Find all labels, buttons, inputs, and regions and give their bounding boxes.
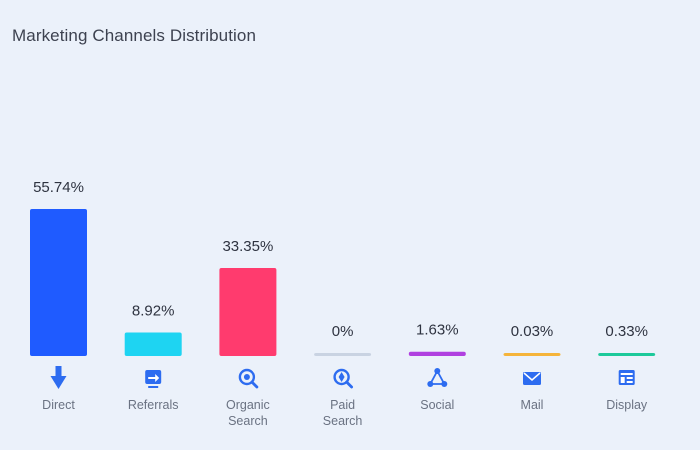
value-label: 0.33% bbox=[605, 323, 648, 340]
bar-direct bbox=[30, 209, 87, 356]
chart-title: Marketing Channels Distribution bbox=[12, 26, 257, 45]
value-label: 55.74% bbox=[33, 179, 84, 196]
category-label: Organic bbox=[226, 398, 270, 412]
value-label: 0% bbox=[332, 323, 354, 340]
category-label: Referrals bbox=[128, 398, 179, 412]
bar-paid-search bbox=[314, 353, 372, 356]
category-label: Search bbox=[323, 414, 363, 428]
category-label: Search bbox=[228, 414, 268, 428]
category-label: Paid bbox=[330, 398, 355, 412]
referral-icon bbox=[145, 370, 162, 388]
bar-display bbox=[598, 353, 656, 356]
category-label: Display bbox=[606, 398, 648, 412]
category-label: Social bbox=[420, 398, 454, 412]
bar-organic-search bbox=[219, 268, 277, 356]
category-label: Direct bbox=[42, 398, 75, 412]
value-label: 33.35% bbox=[222, 238, 273, 255]
display-icon bbox=[618, 370, 635, 385]
arrow-down-icon bbox=[50, 366, 67, 389]
value-label: 1.63% bbox=[416, 322, 459, 339]
value-label: 8.92% bbox=[132, 302, 175, 319]
value-label: 0.03% bbox=[511, 323, 554, 340]
category-label: Mail bbox=[521, 398, 544, 412]
bar-referrals bbox=[124, 332, 182, 356]
paid-search-icon bbox=[333, 368, 354, 389]
search-icon bbox=[238, 368, 259, 389]
mail-icon bbox=[523, 372, 541, 385]
social-icon bbox=[427, 368, 448, 387]
bar-social bbox=[408, 351, 466, 356]
bar-mail bbox=[503, 353, 561, 356]
